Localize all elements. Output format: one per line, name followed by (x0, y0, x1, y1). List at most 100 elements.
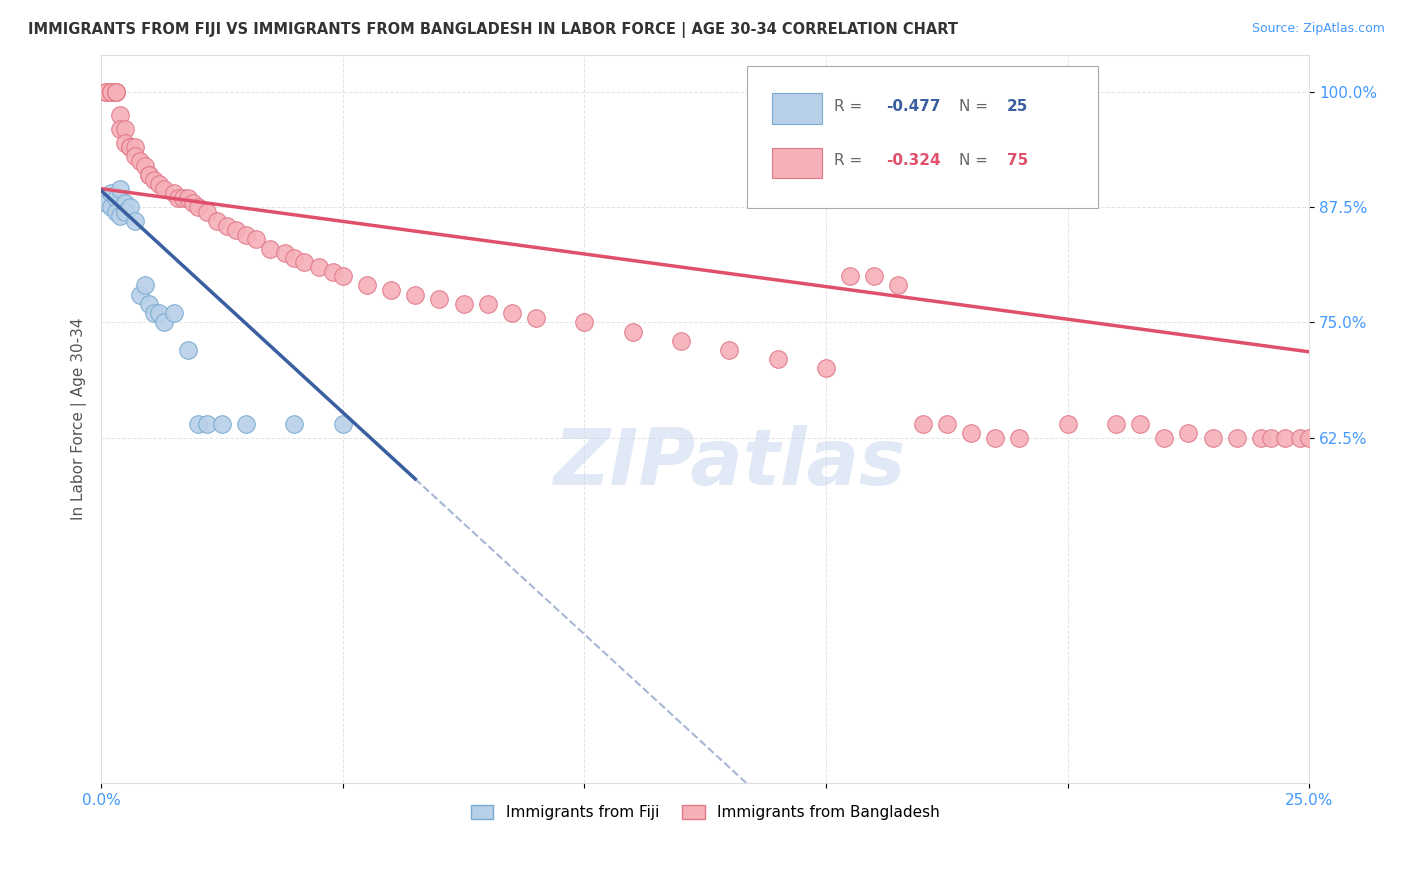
Point (274, 246, 297, 260)
Point (100, 186, 122, 201)
Point (187, 417, 209, 431)
Text: -0.324: -0.324 (886, 153, 941, 169)
Point (162, 186, 184, 201)
Point (332, 269, 354, 284)
Point (120, 200, 142, 214)
Point (215, 219, 238, 233)
Point (935, 417, 957, 431)
Point (110, 210, 132, 224)
Point (110, 108, 132, 122)
Point (356, 278, 378, 293)
Point (134, 159, 156, 173)
Point (197, 417, 219, 431)
Point (148, 306, 170, 320)
Point (718, 343, 741, 357)
Legend: Immigrants from Fiji, Immigrants from Bangladesh: Immigrants from Fiji, Immigrants from Ba… (464, 799, 946, 826)
Text: N =: N = (959, 99, 993, 113)
Point (814, 361, 837, 376)
Point (225, 223, 247, 237)
Point (104, 204, 127, 219)
Point (100, 85, 122, 99)
Point (114, 121, 136, 136)
Point (100, 200, 122, 214)
Text: IMMIGRANTS FROM FIJI VS IMMIGRANTS FROM BANGLADESH IN LABOR FORCE | AGE 30-34 CO: IMMIGRANTS FROM FIJI VS IMMIGRANTS FROM … (28, 22, 957, 38)
Point (1260, 430, 1282, 444)
Text: Source: ZipAtlas.com: Source: ZipAtlas.com (1251, 22, 1385, 36)
Point (669, 334, 692, 348)
Point (322, 265, 344, 279)
Point (1250, 430, 1272, 444)
Point (429, 293, 451, 307)
Point (114, 195, 136, 210)
Text: ZIPatlas: ZIPatlas (553, 425, 905, 500)
Point (153, 315, 176, 329)
Point (114, 204, 136, 219)
Point (138, 168, 160, 182)
Text: -0.477: -0.477 (886, 99, 941, 113)
Point (960, 425, 983, 440)
Point (911, 417, 934, 431)
Point (177, 191, 200, 205)
Text: R =: R = (834, 99, 868, 113)
Point (1177, 425, 1199, 440)
Point (1056, 417, 1078, 431)
Point (162, 306, 184, 320)
Point (1153, 430, 1175, 444)
Point (1288, 430, 1310, 444)
Point (114, 136, 136, 150)
Point (110, 182, 132, 196)
Point (143, 172, 166, 186)
Point (211, 417, 233, 431)
Point (177, 343, 200, 357)
Point (100, 85, 122, 99)
Point (1298, 430, 1320, 444)
Point (292, 255, 315, 269)
Point (138, 168, 160, 182)
Point (1201, 430, 1223, 444)
Point (104, 191, 127, 205)
Point (104, 85, 127, 99)
Point (104, 85, 127, 99)
Point (94, 85, 117, 99)
Point (863, 269, 886, 284)
Point (1129, 417, 1152, 431)
Point (104, 85, 127, 99)
Point (283, 251, 305, 265)
Point (501, 306, 523, 320)
Text: R =: R = (834, 153, 868, 169)
Point (120, 140, 142, 154)
Point (197, 204, 219, 219)
Text: 75: 75 (1007, 153, 1028, 169)
Point (766, 352, 789, 367)
Point (283, 417, 305, 431)
Point (1274, 430, 1296, 444)
Point (477, 297, 499, 311)
FancyBboxPatch shape (772, 93, 823, 124)
Point (1008, 430, 1031, 444)
Text: N =: N = (959, 153, 993, 169)
Point (245, 232, 267, 246)
Point (205, 214, 228, 228)
FancyBboxPatch shape (772, 147, 823, 178)
Point (984, 430, 1007, 444)
Point (172, 191, 194, 205)
Point (453, 297, 475, 311)
Point (235, 227, 257, 242)
Point (524, 310, 547, 325)
Point (839, 269, 862, 284)
Point (1226, 430, 1249, 444)
Point (167, 191, 190, 205)
Point (110, 121, 132, 136)
Point (134, 278, 156, 293)
Point (1105, 417, 1128, 431)
Point (404, 287, 426, 301)
Point (380, 283, 402, 297)
Point (128, 154, 150, 169)
Point (187, 200, 209, 214)
Point (94, 195, 117, 210)
Point (235, 417, 257, 431)
Point (124, 149, 146, 163)
Point (621, 325, 644, 339)
Point (128, 287, 150, 301)
Point (574, 315, 596, 329)
